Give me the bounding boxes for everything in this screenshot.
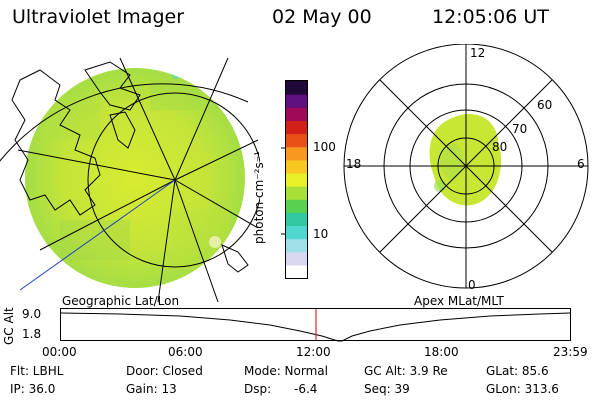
instrument-title: Ultraviolet Imager [12,6,185,28]
colorbar-step [286,264,307,279]
gain-info: Gain: 13 [126,382,177,396]
coastline [11,69,101,216]
colorbar-step [286,107,307,121]
colorbar-unit-label: photon cm⁻²s⁻¹ [252,151,266,244]
geographic-panel-label: Geographic Lat/Lon [62,294,180,308]
colorbar-step [286,146,307,161]
glat-info: GLat: 85.6 [486,364,549,378]
mlt-6-label: 6 [577,157,585,171]
colorbar-tick-10: 10 [313,227,329,241]
polar-grid [343,44,589,289]
mode-info: Mode: Normal [244,364,328,378]
gc-alt-info: GC Alt: 3.9 Re [364,364,448,378]
mlt-18-label: 18 [346,157,362,171]
mlat-60-label: 60 [537,98,553,112]
altitude-plot-frame [60,308,571,341]
altitude-min-label: 1.8 [22,327,42,341]
mlt-0-label: 0 [468,278,476,292]
colorbar-step [286,225,307,240]
altitude-max-label: 9.0 [22,307,42,321]
date-label: 02 May 00 [272,6,372,28]
x-tick-1800: 18:00 [424,345,459,359]
mlt-12-label: 12 [470,46,486,60]
colorbar-step [286,186,307,200]
x-tick-0600: 06:00 [168,345,203,359]
colorbar-step [286,199,307,213]
sun-direction-line [19,179,176,291]
colorbar-step [286,172,307,187]
polar-mlt-panel [343,44,589,289]
coastline-island-2 [109,111,136,149]
colorbar-steps [286,81,307,279]
colorbar-step [286,238,307,253]
x-tick-2359: 23:59 [553,345,588,359]
lat-lon-grid [0,57,260,302]
geographic-image-panel [0,57,260,302]
mlat-70-label: 70 [512,122,528,136]
colorbar-step [286,120,307,135]
x-tick-0000: 00:00 [42,345,77,359]
colorbar-step [286,81,307,95]
apex-panel-label: Apex MLat/MLT [414,294,504,308]
dsp-value: -6.4 [294,382,318,396]
coastline-island [84,61,141,111]
time-label: 12:05:06 UT [432,6,549,28]
seq-info: Seq: 39 [364,382,410,396]
altitude-curve [60,312,571,342]
coastline-right [221,244,249,273]
door-info: Door: Closed [126,364,203,378]
altitude-plot [60,308,571,342]
colorbar-step [286,159,307,174]
dsp-label: Dsp: [244,382,272,396]
filter-info: Flt: LBHL [10,364,64,378]
altitude-axis-label: GC Alt [2,307,16,345]
glon-info: GLon: 313.6 [486,382,559,396]
colorbar-step [286,212,307,227]
colorbar-tick-100: 100 [313,140,336,154]
colorbar [281,80,308,279]
colorbar-step [286,251,307,266]
mlat-80-label: 80 [492,140,508,154]
colorbar-step [286,133,307,148]
x-tick-1200: 12:00 [296,345,331,359]
colorbar-step [286,94,307,108]
ip-info: IP: 36.0 [10,382,56,396]
